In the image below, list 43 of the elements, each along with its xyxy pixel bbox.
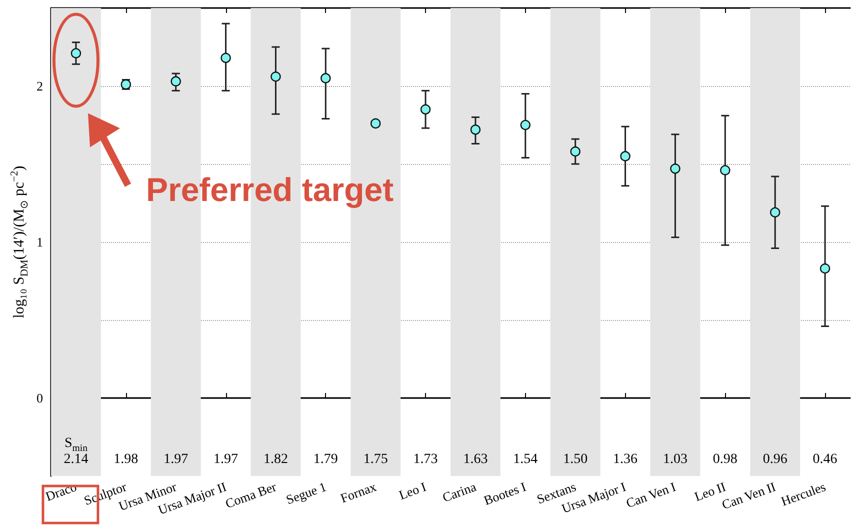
x-tick-label: Carina <box>440 478 478 505</box>
annotation: 1.75 <box>363 452 388 468</box>
x-tick-label: Hercules <box>779 478 828 509</box>
annotation: 1.54 <box>513 452 538 468</box>
x-tick-label: Segue 1 <box>284 478 328 508</box>
annotation: 1.03 <box>662 452 688 468</box>
annotation: 1.36 <box>613 452 638 468</box>
point <box>570 146 580 157</box>
annotation: 1.63 <box>463 452 488 468</box>
annotation: 0.98 <box>712 452 738 468</box>
annotation: S$_{min}$ <box>64 436 88 454</box>
annotation: 0.46 <box>812 452 838 468</box>
point <box>420 104 431 114</box>
x-tick-label: Draco <box>44 478 79 504</box>
x-tick-label: Bootes I <box>482 478 528 508</box>
x-tick-label: Leo I <box>396 478 428 503</box>
annotation: 1.79 <box>313 452 338 468</box>
annotation: Preferred target <box>146 171 394 210</box>
point <box>620 151 630 162</box>
annotation: 1.98 <box>114 452 138 468</box>
point <box>820 263 830 274</box>
point <box>470 124 481 135</box>
point <box>670 164 680 174</box>
annotation: 1.82 <box>263 452 288 468</box>
annotation: 0.96 <box>762 452 788 468</box>
point <box>70 48 82 58</box>
annotation: 1.73 <box>413 452 438 468</box>
point <box>720 165 730 176</box>
y-tick-label: 1 <box>36 234 43 250</box>
point <box>520 120 531 130</box>
x-tick-label: Fornax <box>338 478 379 506</box>
point <box>370 118 381 129</box>
annotation: 1.97 <box>214 452 238 468</box>
point <box>170 76 181 86</box>
point <box>220 52 231 64</box>
point <box>270 72 281 82</box>
y-tick-label: 2 <box>36 78 43 94</box>
point <box>770 207 780 218</box>
annotation: 1.97 <box>164 452 188 468</box>
annotation: 2.14 <box>64 452 88 468</box>
point <box>320 73 331 84</box>
y-tick-label: 0 <box>36 390 43 406</box>
annotation: 1.50 <box>563 452 588 468</box>
